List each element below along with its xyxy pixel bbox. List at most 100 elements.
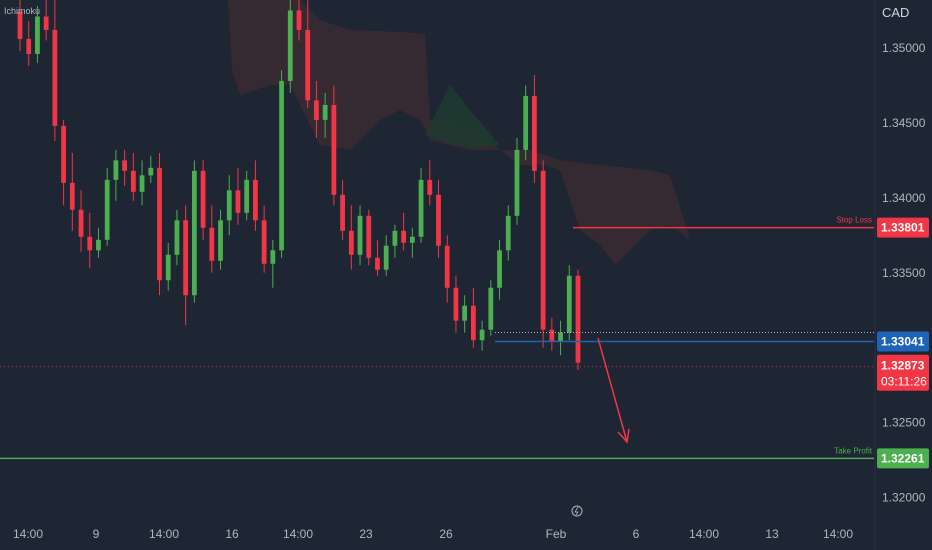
candle-body	[348, 230, 354, 255]
candle-body	[96, 239, 101, 251]
candle-body	[26, 38, 32, 54]
candle-body	[279, 80, 284, 251]
indicator-label[interactable]: Ichimoku	[4, 6, 41, 16]
y-tick-label: 1.35000	[882, 41, 926, 55]
candle-body	[209, 227, 215, 261]
candle-body	[270, 250, 276, 264]
candle-body	[253, 179, 258, 221]
level-price-tag-bg	[877, 331, 929, 352]
x-tick-label: 14:00	[283, 527, 313, 541]
candle-countdown: 03:11:26	[881, 375, 927, 389]
candle-body	[244, 179, 250, 213]
candle-body	[444, 245, 450, 288]
candle-body	[61, 125, 66, 183]
candle-body	[470, 305, 476, 341]
candle-body	[69, 182, 75, 210]
candle-body	[218, 220, 223, 261]
candle-body	[383, 245, 389, 270]
candle-body	[331, 104, 337, 195]
price-levels: Stop Loss 1.33801 1.33041 Take Profit 1.3226…	[0, 216, 929, 469]
candle-body	[392, 230, 398, 246]
candle-body	[17, 11, 23, 39]
price-axis[interactable]: 1.35000 1.34500 1.34000 1.33500 1.32500 1.320…	[874, 0, 926, 550]
level-price-tag[interactable]: 1.32261	[877, 448, 929, 469]
y-tick-label: 1.32000	[882, 491, 926, 505]
level-label: Stop Loss	[836, 216, 872, 225]
candle-body	[401, 230, 407, 243]
candle-body	[479, 329, 485, 341]
candle-body	[183, 220, 189, 296]
candle-body	[296, 10, 302, 30]
candle-body	[427, 179, 433, 195]
candle-body	[549, 329, 555, 342]
candle-body	[287, 10, 293, 81]
candle-body	[165, 254, 171, 281]
candle-body	[104, 179, 110, 240]
candle-body	[322, 104, 328, 120]
candles	[17, 0, 581, 371]
current-price-tag[interactable]: 1.32873 03:11:26	[877, 354, 929, 391]
annotations	[571, 337, 630, 517]
level-price-tag-bg	[877, 217, 929, 238]
candle-body	[497, 250, 502, 288]
candle-body	[540, 170, 546, 330]
candle-body	[523, 95, 529, 150]
candle-body	[261, 220, 267, 264]
x-tick-label: 13	[765, 527, 779, 541]
forecast-arrow-head	[617, 428, 630, 444]
ichimoku-cloud	[228, 0, 690, 265]
candle-body	[566, 275, 572, 333]
lightning-glyph	[574, 506, 579, 516]
candle-body	[226, 190, 232, 221]
x-tick-label: 14:00	[13, 527, 43, 541]
candle-body	[305, 29, 311, 101]
candle-body	[357, 215, 363, 255]
x-tick-label: 14:00	[149, 527, 179, 541]
time-axis[interactable]: 14:00 9 14:00 16 14:00 23 26 Feb 6 14:00 13 14:00	[13, 527, 853, 541]
candle-body	[418, 179, 424, 237]
x-tick-label: 26	[439, 527, 453, 541]
y-tick-label: 1.34000	[882, 191, 926, 205]
candle-body	[375, 257, 380, 270]
x-tick-label: 6	[633, 527, 640, 541]
x-tick-label: Feb	[546, 527, 567, 541]
candle-body	[78, 209, 84, 237]
candle-body	[453, 287, 459, 321]
candle-body	[514, 149, 520, 216]
level-price-tag[interactable]: 1.33801	[877, 217, 929, 238]
candle-body	[366, 215, 372, 258]
candle-body	[52, 29, 58, 126]
x-tick-label: 23	[359, 527, 373, 541]
candle-body	[505, 215, 511, 251]
level-price-value: 1.33041	[881, 335, 925, 349]
candle-body	[43, 16, 49, 30]
x-tick-label: 14:00	[823, 527, 853, 541]
candle-body	[409, 236, 415, 243]
candle-body	[314, 100, 319, 120]
candle-body	[35, 16, 40, 54]
lightning-icon[interactable]	[571, 505, 583, 517]
candle-body	[87, 236, 93, 251]
candle-body	[340, 194, 345, 231]
candle-body	[558, 332, 563, 342]
candle-body	[122, 160, 128, 171]
y-tick-label: 1.32500	[882, 416, 926, 430]
level-price-value: 1.33801	[881, 221, 925, 235]
current-price-tag-bg	[877, 354, 929, 391]
candle-body	[130, 170, 136, 192]
x-tick-label: 16	[225, 527, 239, 541]
level-price-value: 1.32261	[881, 451, 925, 465]
candle-body	[191, 170, 197, 296]
candle-body	[575, 275, 581, 363]
candle-body	[148, 167, 154, 176]
y-tick-label: 1.34500	[882, 116, 926, 130]
candle-body	[157, 167, 162, 281]
candle-body	[488, 287, 494, 330]
y-tick-label: 1.33500	[882, 266, 926, 280]
candle-body	[235, 190, 241, 213]
candle-body	[139, 175, 145, 192]
level-price-tag[interactable]: 1.33041	[877, 331, 929, 352]
currency-label: CAD	[882, 5, 910, 20]
